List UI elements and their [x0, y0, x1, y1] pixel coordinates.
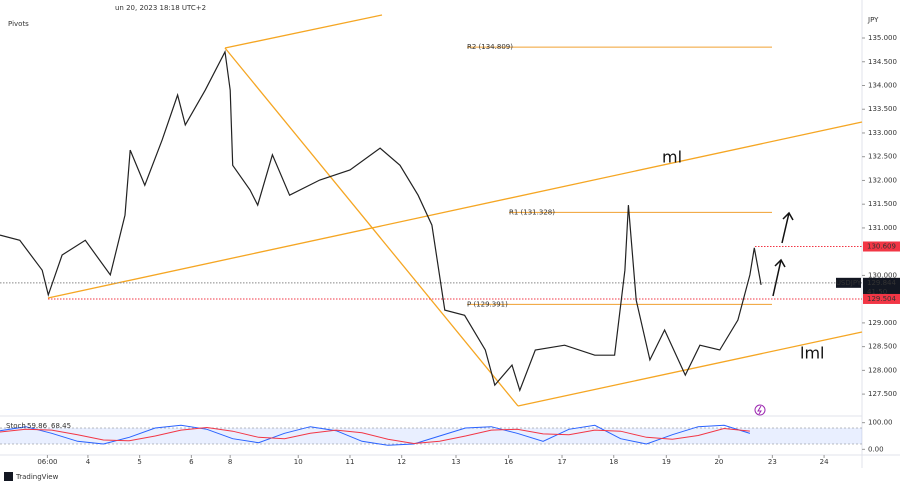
- median-label: ml: [662, 148, 682, 167]
- y-tick-label: 132.500: [868, 153, 897, 161]
- x-tick-label: 4: [86, 458, 91, 466]
- x-tick-label: 5: [137, 458, 141, 466]
- lower-label: lml: [800, 344, 824, 363]
- y-tick-label: 128.500: [868, 343, 897, 351]
- price-label: 130.609: [867, 242, 896, 250]
- price-line: [0, 49, 762, 393]
- pivot-label: R1 (131.328): [509, 208, 555, 216]
- price-label: 129.504: [867, 295, 896, 303]
- stoch-y-tick-label: 0.00: [868, 445, 884, 453]
- x-tick-label: 17: [558, 458, 567, 466]
- x-tick-label: 11: [346, 458, 355, 466]
- symbol-tag: [836, 277, 861, 288]
- brand-name: TradingView: [15, 473, 59, 481]
- arrow-head: [782, 211, 794, 221]
- x-tick-label: 24: [820, 458, 829, 466]
- arrow: [781, 212, 790, 244]
- line-series: [0, 424, 751, 446]
- y-tick-label: 135.000: [868, 34, 897, 42]
- arrow: [772, 259, 782, 297]
- y-tick-label: 127.500: [868, 390, 897, 398]
- lower-line: [517, 331, 863, 407]
- x-tick-label: 06:00: [37, 458, 57, 466]
- y-tick-label: 129.000: [868, 319, 897, 327]
- line-series: [0, 426, 750, 445]
- x-tick-label: 8: [228, 458, 232, 466]
- price-label-box: [863, 277, 900, 297]
- date-header: un 20, 2023 18:18 UTC+2: [115, 4, 206, 12]
- handle: [224, 47, 519, 407]
- pivot-label: P (129.391): [467, 300, 508, 308]
- y-tick-label: 133.500: [868, 105, 897, 113]
- price-label-box: [863, 293, 900, 304]
- x-tick-label: 12: [397, 458, 406, 466]
- stoch-value: 68.45: [51, 422, 71, 430]
- x-tick-label: 10: [294, 458, 303, 466]
- x-tick-label: 19: [662, 458, 671, 466]
- x-tick-label: 16: [504, 458, 513, 466]
- pivot-label: R2 (134.809): [467, 43, 513, 51]
- x-tick-label: 6: [189, 458, 194, 466]
- price-label: 129.844: [867, 279, 896, 287]
- event-icon: [754, 404, 766, 416]
- indicator-label: Pivots: [8, 20, 29, 28]
- y-tick-label: 131.500: [868, 200, 897, 208]
- arrows: [772, 211, 794, 297]
- currency-label: JPY: [867, 16, 879, 24]
- y-tick-label: 134.500: [868, 58, 897, 66]
- median-line: [47, 121, 863, 299]
- y-tick-label: 133.000: [868, 129, 897, 137]
- x-tick-label: 23: [768, 458, 777, 466]
- brand-logo: [4, 472, 13, 481]
- x-tick-label: 20: [714, 458, 723, 466]
- pitchfork: [47, 14, 863, 407]
- symbol-tag-label: USDJPY: [836, 279, 862, 287]
- x-tick-label: 13: [452, 458, 461, 466]
- y-tick-label: 134.000: [868, 81, 897, 89]
- upper-tine: [224, 14, 383, 49]
- stoch-value: 59.86: [27, 422, 48, 430]
- event-icon-bolt: [757, 405, 762, 415]
- arrow-head: [774, 258, 786, 268]
- stoch-y-tick-label: 100.00: [868, 419, 893, 427]
- y-tick-label: 132.000: [868, 176, 897, 184]
- x-tick-label: 18: [609, 458, 618, 466]
- y-tick-label: 128.000: [868, 366, 897, 374]
- countdown-label: 41:50: [867, 288, 887, 296]
- y-tick-label: 130.000: [868, 271, 897, 279]
- price-label-box: [863, 241, 900, 252]
- y-tick-label: 131.000: [868, 224, 897, 232]
- stoch-title: Stoch: [6, 422, 26, 430]
